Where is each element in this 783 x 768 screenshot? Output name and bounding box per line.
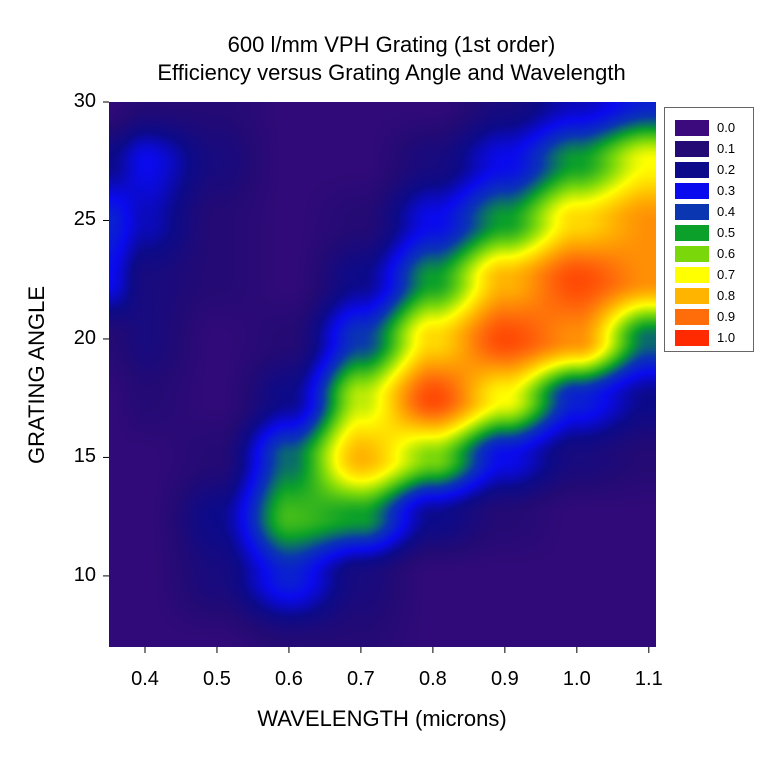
x-axis-title: WAVELENGTH (microns) bbox=[257, 706, 507, 731]
legend-swatch bbox=[675, 162, 709, 178]
legend-swatch bbox=[675, 141, 709, 157]
y-tick-label: 15 bbox=[73, 445, 96, 468]
legend: 0.0 0.1 0.2 0.3 0.4 0.5 0.6 0.7 0.8 0.9 1.0 bbox=[664, 107, 754, 352]
x-tick-label: 0.8 bbox=[418, 668, 447, 690]
legend-swatch bbox=[675, 183, 709, 199]
legend-label: 0.0 bbox=[717, 120, 736, 135]
legend-swatch bbox=[675, 267, 709, 283]
legend-label: 0.6 bbox=[717, 246, 736, 261]
legend-label: 0.9 bbox=[717, 309, 736, 324]
legend-swatch bbox=[675, 309, 709, 325]
legend-label: 1.0 bbox=[717, 330, 736, 345]
x-tick-label: 0.6 bbox=[275, 668, 303, 690]
chart-title-line-2: Efficiency versus Grating Angle and Wave… bbox=[157, 60, 626, 85]
legend-swatch bbox=[675, 330, 709, 346]
x-tick-label: 1.0 bbox=[562, 668, 591, 690]
legend-label: 0.4 bbox=[717, 204, 736, 219]
legend-label: 0.5 bbox=[717, 225, 736, 240]
x-tick-label: 1.1 bbox=[634, 668, 663, 690]
y-tick-label: 25 bbox=[73, 208, 96, 231]
chart-title-line-1: 600 l/mm VPH Grating (1st order) bbox=[227, 32, 556, 57]
legend-label: 0.2 bbox=[717, 162, 736, 177]
x-tick-label: 0.9 bbox=[490, 668, 519, 690]
legend-swatch bbox=[675, 204, 709, 220]
legend-swatch bbox=[675, 246, 709, 262]
y-tick-label: 30 bbox=[73, 90, 96, 112]
heatmap-surface bbox=[109, 102, 656, 647]
x-tick-label: 0.5 bbox=[203, 668, 231, 690]
x-tick-label: 0.4 bbox=[131, 668, 159, 690]
legend-label: 0.3 bbox=[717, 183, 736, 198]
y-tick-label: 20 bbox=[73, 326, 96, 349]
legend-swatch bbox=[675, 225, 709, 241]
legend-label: 0.1 bbox=[717, 141, 736, 156]
y-axis-title: GRATING ANGLE bbox=[24, 285, 49, 465]
legend-swatch bbox=[675, 288, 709, 304]
y-tick-label: 10 bbox=[73, 563, 96, 586]
legend-label: 0.8 bbox=[717, 288, 736, 303]
legend-label: 0.7 bbox=[717, 267, 736, 282]
legend-swatch bbox=[675, 120, 709, 136]
x-tick-label: 0.7 bbox=[347, 668, 375, 690]
